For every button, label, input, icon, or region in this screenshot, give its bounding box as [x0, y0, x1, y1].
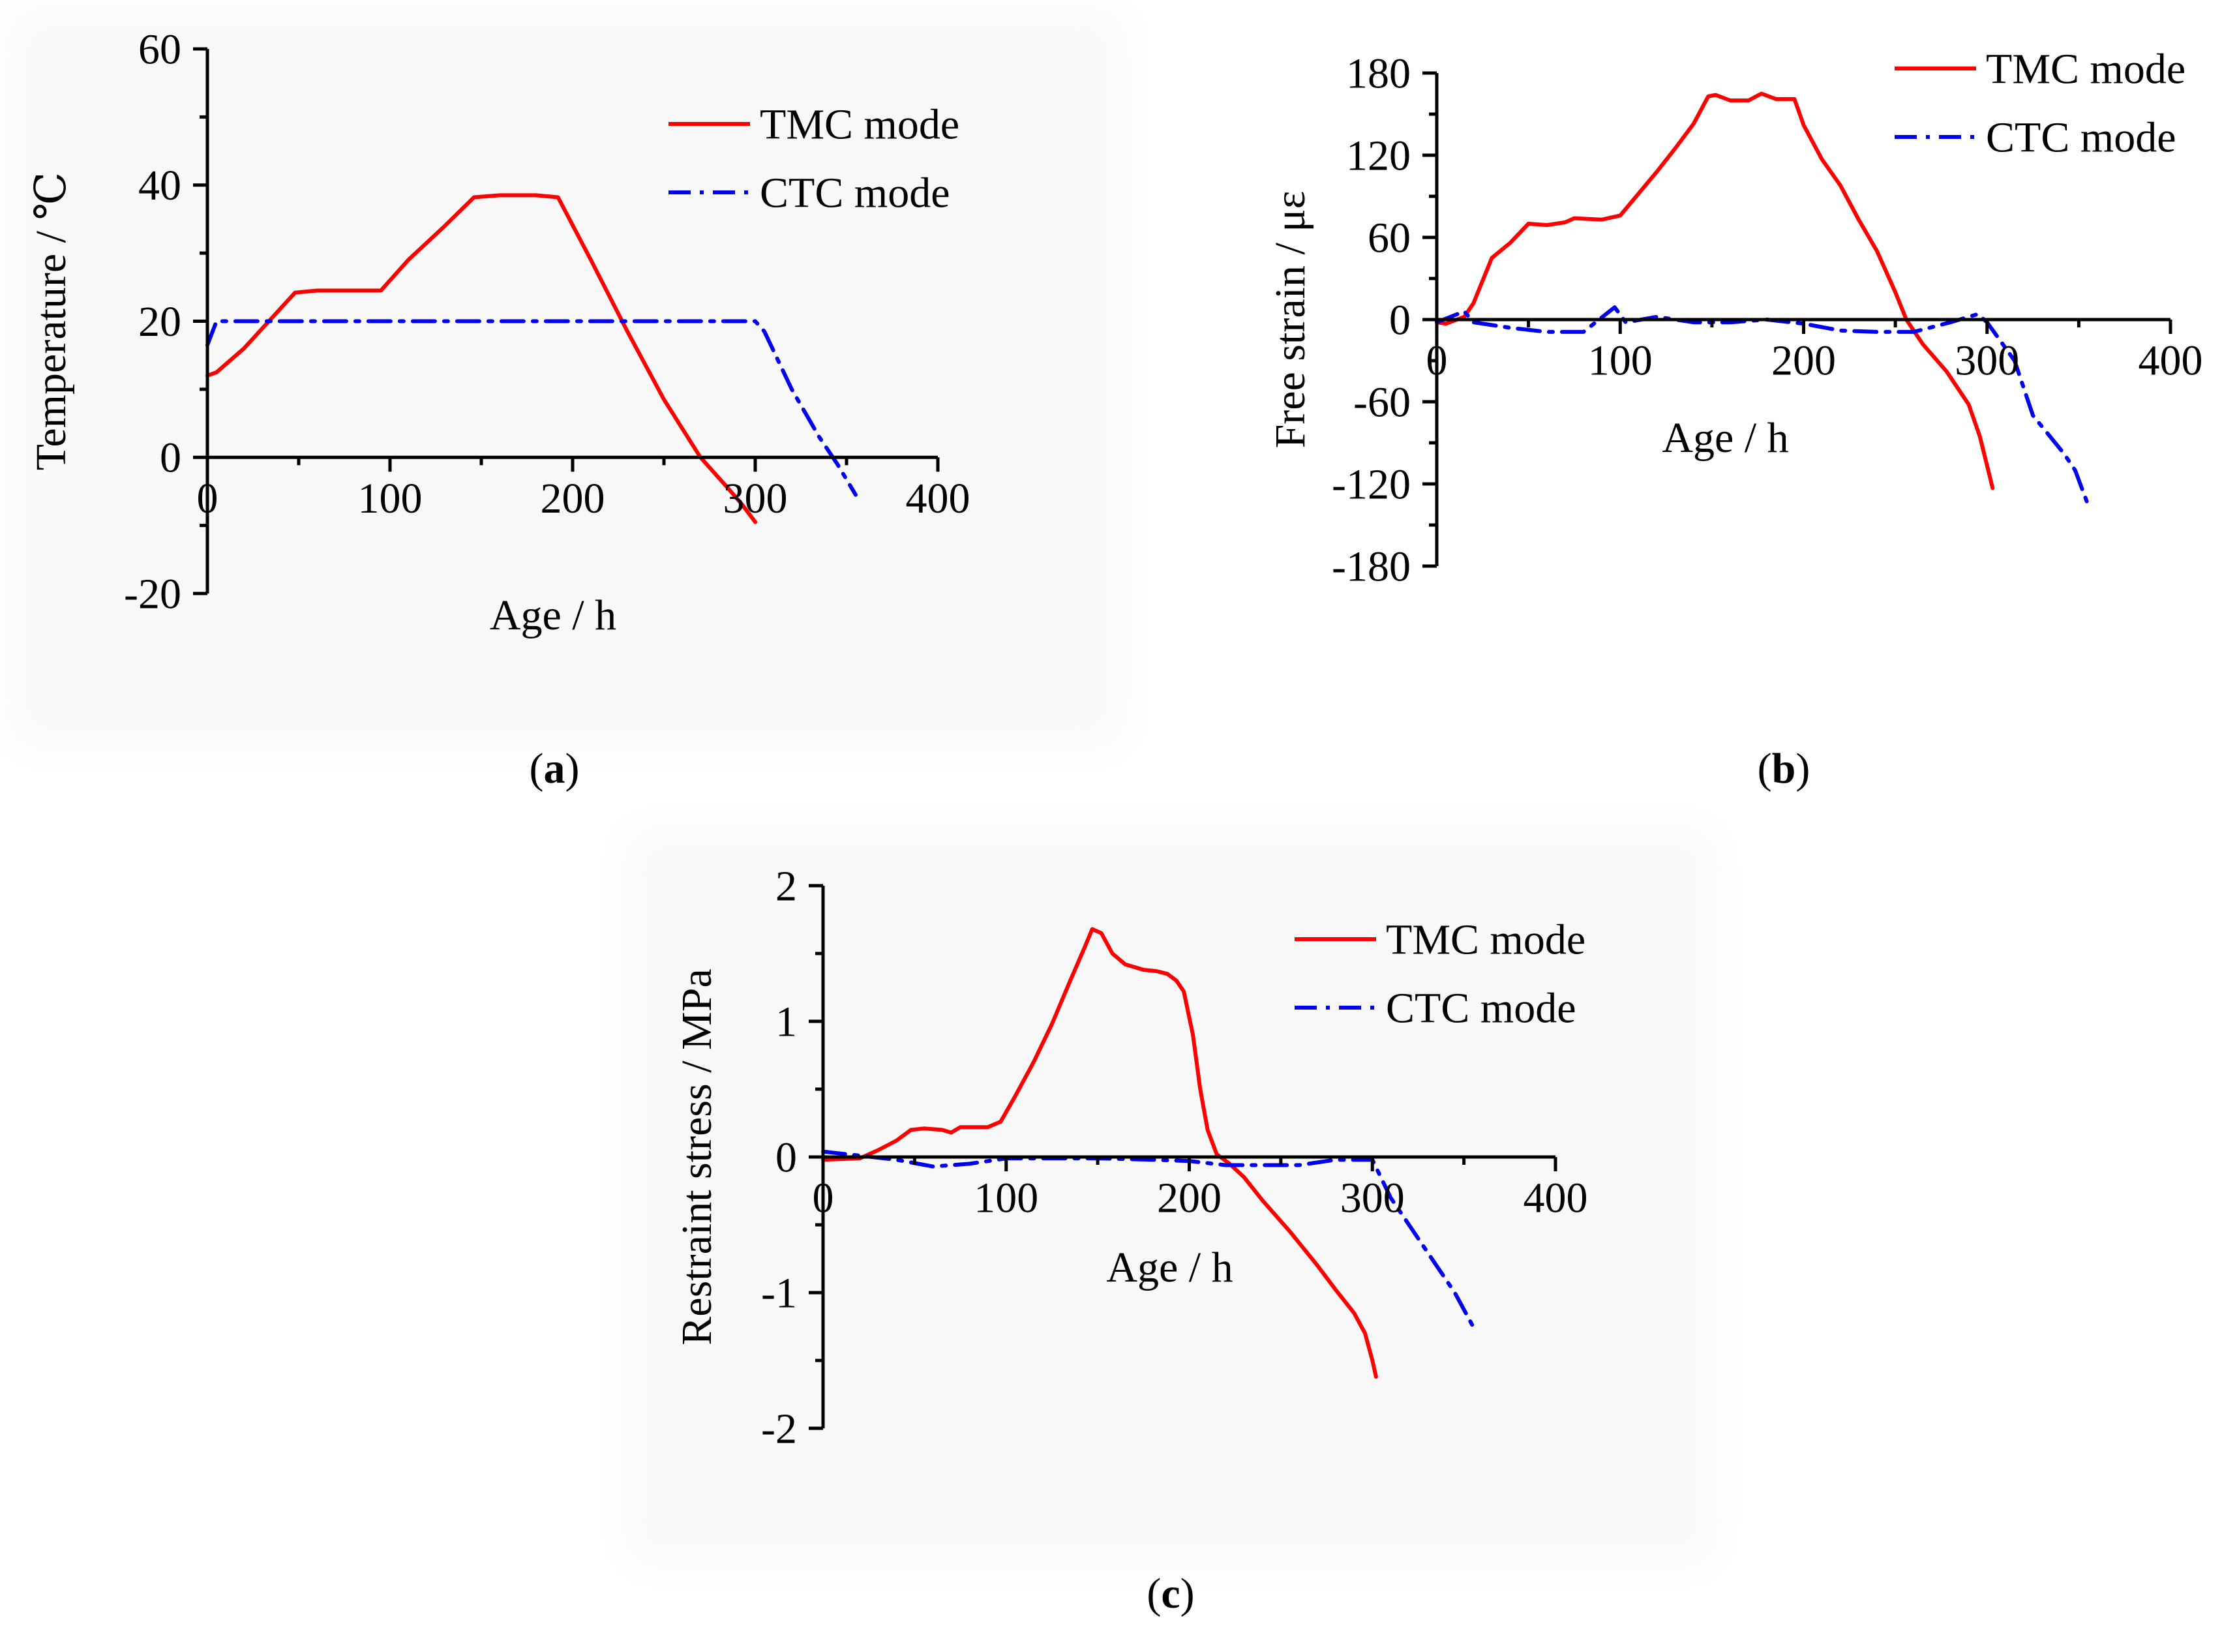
y-tick-label: 40: [138, 162, 181, 209]
y-tick-label: -60: [1353, 378, 1411, 426]
x-tick-label: 300: [723, 475, 788, 522]
chart-c-legend: TMC mode CTC mode: [1295, 916, 1585, 1032]
legend-label-tmc: TMC mode: [760, 100, 959, 148]
chart-b-plot: -180 -120 -60 0 60 120 180 0 100 200 300 400: [1332, 50, 2202, 590]
x-axis-title-c: Age / h: [1106, 1244, 1233, 1291]
x-tick-label: 300: [1955, 337, 2019, 385]
y-tick-label: 20: [138, 298, 181, 346]
y-tick-label: 180: [1346, 50, 1411, 97]
y-axis-title-b: Free strain / με: [1267, 191, 1314, 449]
chart-a-plot: -20 0 20 40 60 0 100 200 300 400: [124, 25, 970, 618]
panel-letter-b: b: [1772, 745, 1796, 792]
legend-label-tmc: TMC mode: [1386, 916, 1585, 963]
panel-letter-c: c: [1161, 1570, 1180, 1617]
x-tick-label: 200: [541, 475, 605, 522]
y-tick-label: 0: [1389, 296, 1411, 344]
panel-label-b: (b): [1758, 745, 1810, 792]
x-tick-label: 200: [1157, 1175, 1222, 1222]
series-line-tmc: [205, 193, 757, 524]
chart-temperature: -20 0 20 40 60 0 100 200 300 400 TMC mode CTC mod…: [27, 25, 970, 792]
y-tick-label: 60: [138, 25, 181, 73]
x-tick-label: 0: [197, 475, 218, 522]
x-axis-title-b: Age / h: [1662, 414, 1788, 462]
chart-b-legend: TMC mode CTC mode: [1895, 45, 2185, 161]
x-axis-title-a: Age / h: [490, 592, 616, 639]
x-tick-label: 400: [1524, 1175, 1588, 1222]
chart-c-plot: -2 -1 0 1 2 0 100 200 300 400: [761, 862, 1587, 1452]
y-tick-label: -180: [1332, 543, 1411, 590]
y-tick-label: 0: [775, 1134, 797, 1181]
panel-c-background: [629, 832, 1712, 1562]
x-tick-label: 0: [1426, 337, 1448, 385]
chart-free-strain: -180 -120 -60 0 60 120 180 0 100 200 300 400 TMC mo…: [1267, 45, 2203, 792]
y-tick-label: 120: [1346, 132, 1411, 179]
y-axis-title-a: Temperature / ℃: [27, 172, 75, 471]
y-tick-label: 60: [1368, 214, 1411, 262]
y-axis-title-c: Restraint stress / MPa: [673, 969, 721, 1345]
x-tick-label: 100: [1588, 337, 1653, 385]
y-tick-label: 2: [775, 862, 797, 910]
y-tick-label: -2: [761, 1405, 797, 1452]
chart-restraint-stress: -2 -1 0 1 2 0 100 200 300 400 TMC mode CTC mode A…: [673, 862, 1588, 1617]
x-tick-label: 300: [1340, 1175, 1405, 1222]
chart-a-legend: TMC mode CTC mode: [668, 100, 959, 217]
panel-a-background: [13, 13, 1122, 743]
x-tick-label: 0: [813, 1175, 834, 1222]
legend-label-ctc: CTC mode: [760, 169, 950, 217]
series-line-ctc: [821, 1149, 1475, 1329]
x-tick-label: 200: [1771, 337, 1836, 385]
legend-label-ctc: CTC mode: [1386, 984, 1576, 1032]
series-line-ctc: [205, 319, 858, 497]
x-tick-label: 100: [358, 475, 423, 522]
series-line-ctc: [1435, 305, 2090, 507]
y-tick-label: -20: [124, 570, 181, 618]
series-line-tmc: [821, 927, 1378, 1379]
x-tick-label: 400: [2139, 337, 2203, 385]
y-tick-label: -1: [761, 1269, 797, 1317]
panel-label-a: (a): [530, 745, 580, 792]
panel-letter-a: a: [544, 745, 565, 792]
legend-label-ctc: CTC mode: [1986, 113, 2176, 161]
y-tick-label: 1: [775, 998, 797, 1045]
legend-label-tmc: TMC mode: [1986, 45, 2185, 93]
x-tick-label: 400: [906, 475, 970, 522]
x-tick-label: 100: [974, 1175, 1038, 1222]
y-tick-label: -120: [1332, 460, 1411, 508]
panel-label-c: (c): [1147, 1570, 1194, 1617]
y-tick-label: 0: [160, 434, 181, 482]
series-line-tmc: [1435, 91, 1995, 490]
